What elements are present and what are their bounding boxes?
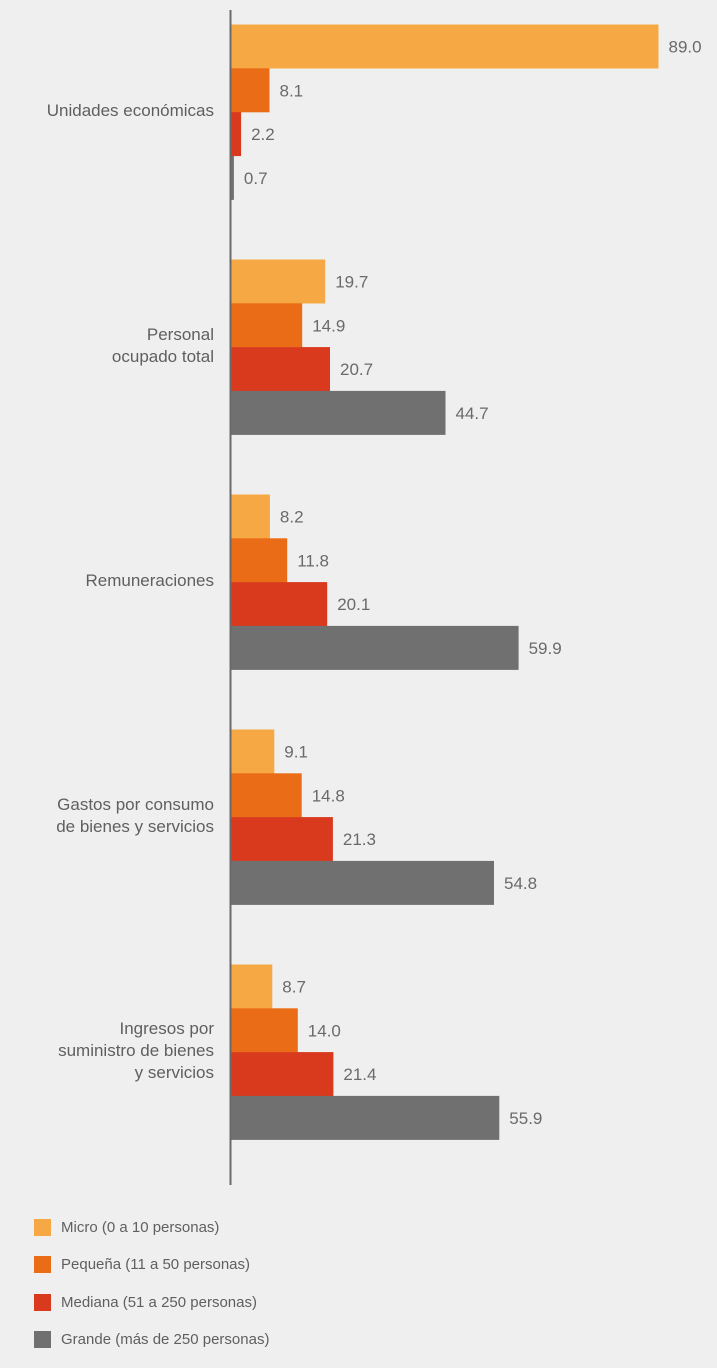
bar xyxy=(230,494,270,539)
legend-item: Grande (más de 250 personas) xyxy=(34,1331,434,1349)
bar-group: 19.7 14.9 20.7 44.7 Personal ocupado total xyxy=(112,259,489,435)
bar xyxy=(230,347,330,392)
bar-group: 89.0 8.1 2.2 0.7 Unidades económicas xyxy=(47,24,702,200)
bar xyxy=(230,24,659,69)
bar xyxy=(230,112,242,157)
data-label: 8.2 xyxy=(280,508,304,527)
data-label: 55.9 xyxy=(509,1109,542,1128)
category-label: Gastos por consumo de bienes y servicios xyxy=(56,795,214,836)
legend-swatch xyxy=(34,1256,51,1273)
legend-label: Micro (0 a 10 personas) xyxy=(61,1218,220,1236)
category-label: Personal ocupado total xyxy=(112,325,214,366)
bar xyxy=(230,1008,298,1053)
chart-legend: Micro (0 a 10 personas) Pequeña (11 a 50 … xyxy=(34,1218,434,1368)
bar xyxy=(230,729,275,774)
data-label: 20.7 xyxy=(340,360,373,379)
data-label: 19.7 xyxy=(335,273,368,292)
data-label: 8.1 xyxy=(280,81,304,100)
legend-label: Grande (más de 250 personas) xyxy=(61,1331,270,1348)
data-label: 21.3 xyxy=(343,830,376,849)
data-label: 9.1 xyxy=(284,743,308,762)
bar xyxy=(230,964,273,1009)
data-label: 2.2 xyxy=(251,125,275,144)
bar xyxy=(230,1095,500,1140)
data-label: 89.0 xyxy=(669,38,702,57)
bar xyxy=(230,259,326,304)
data-label: 21.4 xyxy=(343,1065,376,1084)
bar-group: 9.1 14.8 21.3 54.8 Gastos por consumo de bien… xyxy=(56,729,537,905)
bar-group: 8.2 11.8 20.1 59.9 Remuneraciones xyxy=(85,494,562,670)
bar xyxy=(230,773,302,818)
bar xyxy=(230,817,333,862)
data-label: 59.9 xyxy=(529,639,562,658)
data-label: 8.7 xyxy=(282,978,306,997)
data-label: 14.0 xyxy=(308,1021,341,1040)
category-label: Unidades económicas xyxy=(47,101,214,120)
legend-label: Pequeña (11 a 50 personas) xyxy=(61,1256,251,1273)
data-label: 14.9 xyxy=(312,316,345,335)
bar xyxy=(230,582,328,627)
legend-item: Mediana (51 a 250 personas) xyxy=(34,1293,434,1311)
bar xyxy=(230,68,270,113)
category-label: Remuneraciones xyxy=(85,571,214,590)
bar-group: 8.7 14.0 21.4 55.9 Ingresos por suministro de… xyxy=(58,964,542,1140)
bar xyxy=(230,538,288,583)
category-label: Ingresos por suministro de bienes y servic… xyxy=(58,1019,214,1082)
legend-label: Mediana (51 a 250 personas) xyxy=(61,1293,257,1311)
data-label: 14.8 xyxy=(312,786,345,805)
plot-area: 89.0 8.1 2.2 0.7 Unidades económicas 19.7 14.9… xyxy=(47,24,702,1140)
legend-swatch xyxy=(34,1293,51,1311)
legend-item: Micro (0 a 10 personas) xyxy=(34,1218,434,1236)
data-label: 20.1 xyxy=(337,595,370,614)
bar xyxy=(230,860,494,905)
legend-item: Pequeña (11 a 50 personas) xyxy=(34,1256,434,1274)
bar xyxy=(230,390,446,435)
bar xyxy=(230,303,303,348)
data-label: 11.8 xyxy=(297,551,329,570)
data-label: 44.7 xyxy=(456,404,489,423)
bar xyxy=(230,155,234,200)
bar xyxy=(230,1052,334,1097)
legend-swatch xyxy=(34,1331,51,1348)
bar-chart: 89.0 8.1 2.2 0.7 Unidades económicas 19.7 14.9… xyxy=(47,10,702,1185)
legend-swatch xyxy=(34,1218,51,1236)
data-label: 54.8 xyxy=(504,874,537,893)
data-label: 0.7 xyxy=(244,169,268,188)
bar xyxy=(230,625,519,670)
